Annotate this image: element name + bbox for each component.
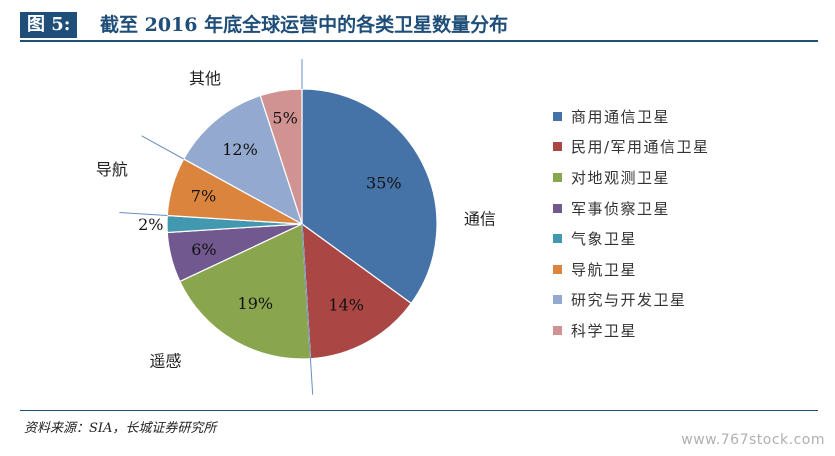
legend-swatch [553,142,562,152]
legend-item: 研究与开发卫星 [553,285,710,316]
group-divider [141,135,184,160]
legend-item: 科学卫星 [553,315,710,346]
legend-swatch [553,325,562,335]
pie-data-labels: 35% 14% 19% 6% 2% 7% 12% 5% [138,108,401,314]
group-label: 导航 [96,160,128,179]
figure-title-bar: 图 5: 截至 2016 年底全球运营中的各类卫星数量分布 [20,10,818,42]
legend-label: 对地观测卫星 [571,168,671,187]
legend-label: 民用/军用通信卫星 [571,138,710,157]
legend-item: 对地观测卫星 [553,162,710,193]
legend-label: 科学卫星 [571,321,638,340]
bottom-rule [20,410,818,411]
pie-slice [301,222,413,360]
legend-item: 军事侦察卫星 [553,193,710,224]
group-divider [301,223,314,395]
group-label: 遥感 [149,352,181,371]
group-divider [119,212,168,216]
legend-item: 商用通信卫星 [553,101,710,132]
legend-swatch [553,111,562,121]
chart-legend: 商用通信卫星民用/军用通信卫星 对地观测卫星 军事侦察卫星 气象卫星导航卫星研究与开发… [553,101,710,346]
legend-swatch [553,234,562,244]
group-divider-lines [119,59,314,395]
pie-data-label: 2% [138,215,163,234]
pie-slice [179,223,312,360]
pie-slice [301,88,438,305]
group-label: 通信 [464,209,496,228]
legend-label: 导航卫星 [571,260,638,279]
pie-data-label: 7% [191,186,216,205]
pie-data-label: 19% [238,294,274,313]
pie-data-label: 35% [366,173,402,192]
pie-data-label: 14% [328,295,364,314]
legend-label: 商用通信卫星 [571,107,671,126]
legend-item: 气象卫星 [553,223,710,254]
group-label: 其他 [189,69,221,88]
pie-data-label: 6% [191,240,216,259]
figure-tag: 图 5: [20,12,78,38]
figure-title: 截至 2016 年底全球运营中的各类卫星数量分布 [100,14,509,36]
legend-item: 导航卫星 [553,254,710,285]
legend-swatch [553,172,562,182]
pie-slice [259,88,303,225]
legend-swatch [553,264,562,274]
pie-data-label: 5% [272,108,297,127]
legend-label: 气象卫星 [571,230,638,249]
pie-data-label: 12% [222,140,258,159]
source-note: 资料来源：SIA，长城证券研究所 [24,421,217,436]
legend-label: 军事侦察卫星 [571,199,671,218]
legend-item: 民用/军用通信卫星 [553,132,710,163]
watermark: www.767stock.com [681,432,825,448]
legend-label: 研究与开发卫星 [571,291,687,310]
legend-swatch [553,295,562,305]
legend-swatch [553,203,562,213]
pie-slices [166,88,438,360]
pie-slice [182,94,304,226]
